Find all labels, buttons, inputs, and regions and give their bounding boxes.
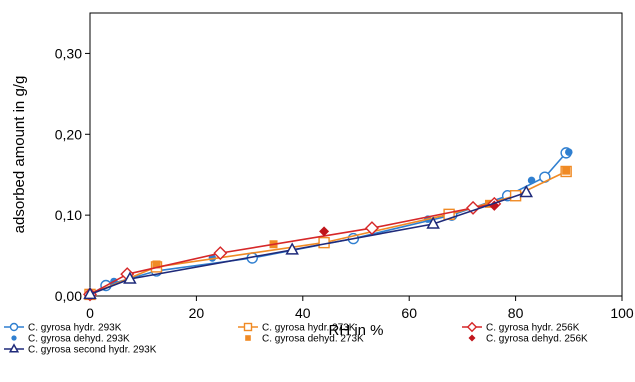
legend-label: C. gyrosa hydr. 256K (486, 323, 580, 334)
data-point (213, 246, 228, 261)
legend-item: C. gyrosa second hydr. 293K (4, 343, 157, 356)
series-3 (86, 166, 571, 299)
chart-axes: 0 20 40 60 80 100 0,00 0,10 0,20 0,30 (55, 12, 634, 321)
legend-item: C. gyrosa hydr. 273K (238, 323, 356, 334)
x-tick-label: 0 (86, 305, 94, 321)
legend-label: C. gyrosa dehyd. 293K (28, 334, 130, 345)
data-point (565, 148, 573, 156)
legend-label: C. gyrosa hydr. 293K (28, 323, 122, 334)
y-tick-label: 0,10 (55, 207, 82, 223)
legend-marker (466, 321, 478, 333)
legend-label: C. gyrosa dehyd. 256K (486, 334, 588, 345)
y-tick-label: 0,20 (55, 126, 82, 142)
y-tick-label: 0,30 (55, 45, 82, 61)
legend-item: C. gyrosa hydr. 293K (4, 323, 122, 334)
y-axis-label: adsorbed amount in g/g (11, 76, 28, 234)
legend-marker (468, 334, 476, 342)
x-tick-label: 40 (295, 305, 311, 321)
x-tick-label: 100 (610, 305, 634, 321)
data-point (285, 242, 299, 255)
legend-item: C. gyrosa hydr. 256K (462, 321, 580, 334)
legend-item: C. gyrosa dehyd. 293K (11, 334, 130, 345)
series-line (89, 170, 567, 296)
data-point (562, 166, 571, 175)
data-point (527, 176, 536, 185)
data-point (152, 260, 161, 269)
legend-marker (9, 322, 19, 332)
legend-label: C. gyrosa second hydr. 293K (28, 345, 157, 356)
legend-marker (8, 343, 20, 353)
plot-frame (89, 12, 623, 297)
legend-item: C. gyrosa dehyd. 256K (468, 334, 588, 345)
legend-label: C. gyrosa dehyd. 273K (262, 334, 364, 345)
series-line (89, 191, 527, 296)
series-6 (83, 184, 534, 300)
x-axis-label: RH in % (328, 322, 383, 339)
data-point (364, 221, 379, 236)
data-point (83, 286, 97, 300)
legend-label: C. gyrosa hydr. 273K (262, 323, 356, 334)
data-point (519, 184, 534, 198)
y-tick-label: 0,00 (55, 288, 82, 304)
chart-series (83, 147, 573, 302)
x-tick-label: 20 (189, 305, 205, 321)
legend-marker (11, 335, 17, 341)
legend-marker (243, 322, 253, 332)
x-tick-label: 60 (401, 305, 417, 321)
series-0 (84, 147, 572, 301)
x-tick-label: 80 (508, 305, 524, 321)
legend-item: C. gyrosa dehyd. 273K (245, 334, 364, 345)
data-point (123, 271, 137, 284)
data-point (426, 216, 440, 229)
data-point (319, 226, 330, 237)
legend-marker (245, 335, 251, 341)
series-2 (84, 165, 572, 301)
